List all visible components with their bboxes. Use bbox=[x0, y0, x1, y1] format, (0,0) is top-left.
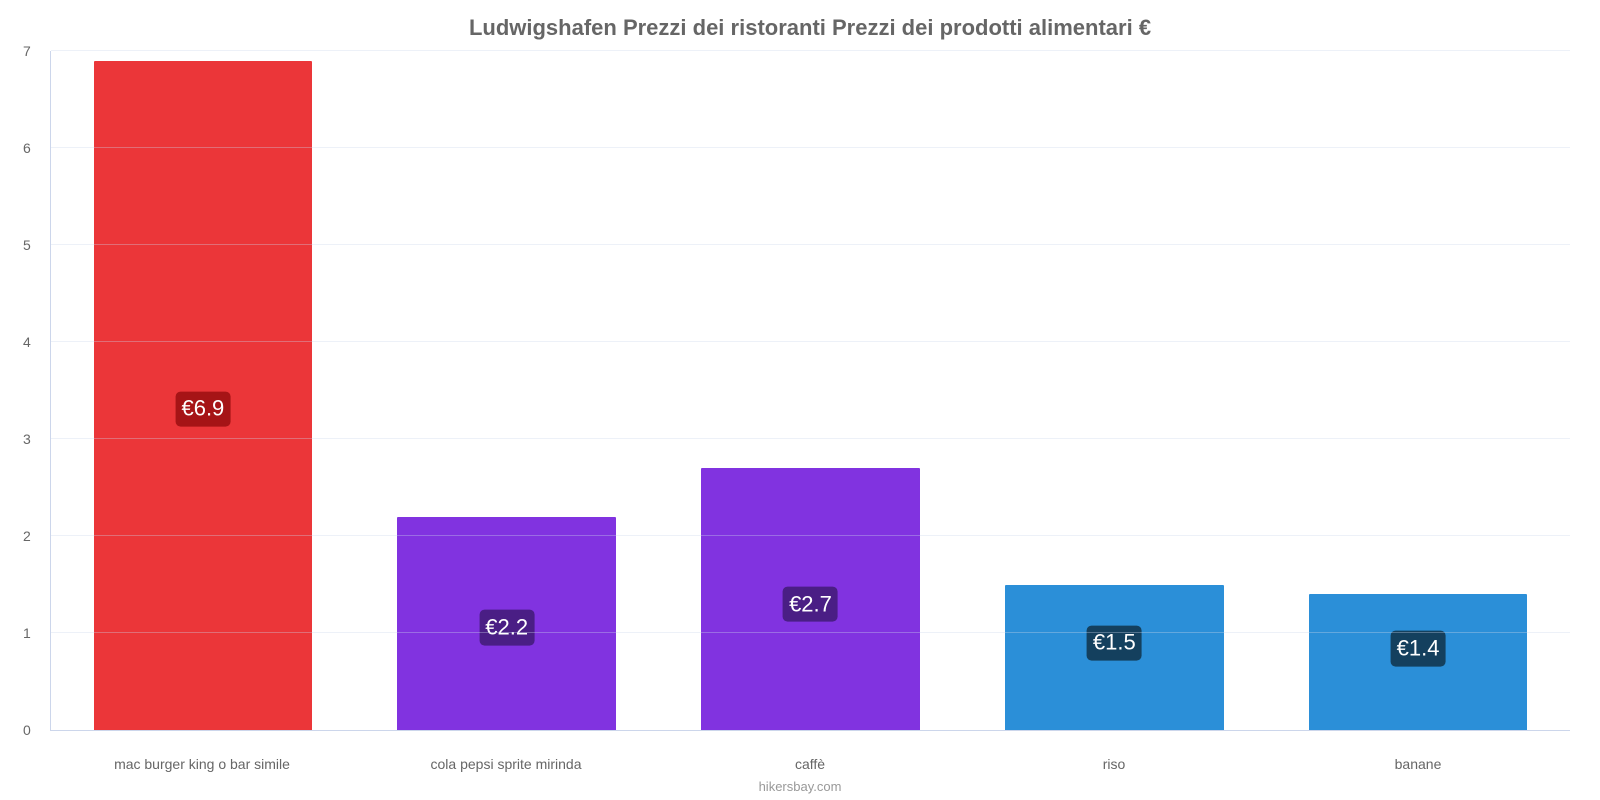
value-badge: €2.7 bbox=[783, 587, 838, 622]
y-tick-label: 0 bbox=[23, 722, 31, 738]
y-tick-label: 1 bbox=[23, 625, 31, 641]
bar-slot: €2.2 bbox=[355, 51, 659, 730]
y-tick-label: 3 bbox=[23, 431, 31, 447]
bar: €2.7 bbox=[701, 468, 920, 730]
gridline bbox=[51, 632, 1570, 633]
chart-container: Ludwigshafen Prezzi dei ristoranti Prezz… bbox=[0, 0, 1600, 800]
bar-slot: €2.7 bbox=[659, 51, 963, 730]
y-tick-label: 4 bbox=[23, 334, 31, 350]
value-badge: €1.5 bbox=[1087, 625, 1142, 660]
gridline bbox=[51, 438, 1570, 439]
bar: €6.9 bbox=[94, 61, 313, 730]
x-tick-label: cola pepsi sprite mirinda bbox=[354, 756, 658, 772]
bar: €1.4 bbox=[1309, 594, 1528, 730]
gridline bbox=[51, 535, 1570, 536]
x-tick-label: caffè bbox=[658, 756, 962, 772]
y-tick-label: 6 bbox=[23, 140, 31, 156]
y-tick-label: 2 bbox=[23, 528, 31, 544]
value-badge: €1.4 bbox=[1391, 631, 1446, 666]
bars-group: €6.9 €2.2 €2.7 €1.5 €1.4 bbox=[51, 51, 1570, 730]
y-tick-label: 5 bbox=[23, 237, 31, 253]
bar-slot: €1.4 bbox=[1266, 51, 1570, 730]
gridline bbox=[51, 147, 1570, 148]
bar-slot: €1.5 bbox=[962, 51, 1266, 730]
x-tick-label: mac burger king o bar simile bbox=[50, 756, 354, 772]
credit-text: hikersbay.com bbox=[0, 779, 1600, 794]
y-tick-label: 7 bbox=[23, 43, 31, 59]
bar-slot: €6.9 bbox=[51, 51, 355, 730]
x-tick-label: banane bbox=[1266, 756, 1570, 772]
chart-title: Ludwigshafen Prezzi dei ristoranti Prezz… bbox=[50, 15, 1570, 41]
gridline bbox=[51, 50, 1570, 51]
x-axis-labels: mac burger king o bar similecola pepsi s… bbox=[50, 756, 1570, 772]
x-tick-label: riso bbox=[962, 756, 1266, 772]
gridline bbox=[51, 244, 1570, 245]
plot-area: €6.9€2.2€2.7€1.5€1.4 01234567 bbox=[50, 51, 1570, 731]
gridline bbox=[51, 341, 1570, 342]
value-badge: €6.9 bbox=[175, 391, 230, 426]
bar: €1.5 bbox=[1005, 585, 1224, 731]
value-badge: €2.2 bbox=[479, 610, 534, 645]
bar: €2.2 bbox=[397, 517, 616, 730]
